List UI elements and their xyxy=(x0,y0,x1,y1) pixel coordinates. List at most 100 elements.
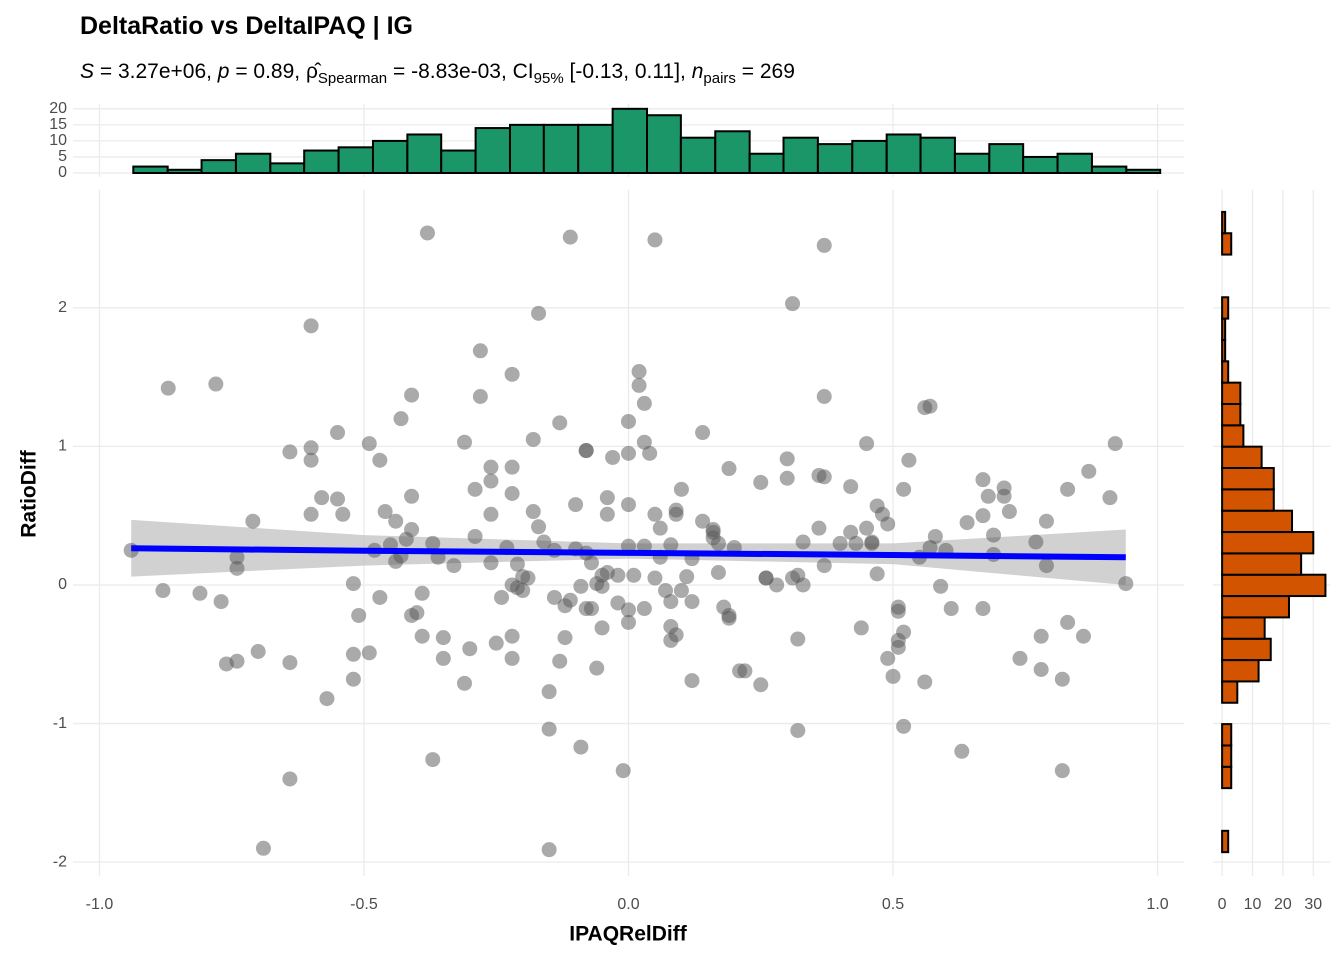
point xyxy=(504,628,520,644)
point xyxy=(456,675,472,691)
point xyxy=(753,677,769,693)
point xyxy=(684,594,700,610)
point xyxy=(1012,650,1028,666)
point xyxy=(552,653,568,669)
point xyxy=(626,567,642,583)
point xyxy=(816,558,832,574)
histogram-bar xyxy=(1221,467,1275,491)
histogram-bar xyxy=(953,152,991,174)
point xyxy=(404,387,420,403)
point xyxy=(393,411,409,427)
point xyxy=(1038,513,1054,529)
x-tick-label: -0.5 xyxy=(350,896,378,913)
point xyxy=(208,376,224,392)
point xyxy=(1060,614,1076,630)
point xyxy=(372,452,388,468)
x-tick-label: 0.0 xyxy=(617,896,639,913)
histogram-bar xyxy=(132,165,169,174)
point xyxy=(515,583,531,599)
point xyxy=(303,440,319,456)
point xyxy=(901,452,917,468)
histogram-bar xyxy=(611,107,649,174)
point xyxy=(795,577,811,593)
histogram-bar xyxy=(200,159,237,174)
point xyxy=(790,722,806,738)
point xyxy=(472,343,488,359)
histogram-bar xyxy=(166,168,203,174)
point xyxy=(668,627,684,643)
point xyxy=(1054,763,1070,779)
point xyxy=(1060,481,1076,497)
histogram-bar xyxy=(1221,381,1242,405)
point xyxy=(250,643,266,659)
histogram-bar xyxy=(646,114,682,174)
point xyxy=(541,684,557,700)
histogram-bar xyxy=(851,139,888,174)
point xyxy=(525,431,541,447)
point xyxy=(229,560,245,576)
x-tick-label: 0.5 xyxy=(882,896,904,913)
y-tick-label: 0 xyxy=(58,576,67,593)
point xyxy=(853,620,869,636)
point xyxy=(462,641,478,657)
point xyxy=(483,473,499,489)
point xyxy=(721,610,737,626)
point xyxy=(922,398,938,414)
point xyxy=(425,535,441,551)
point xyxy=(303,318,319,334)
point xyxy=(330,425,346,441)
point xyxy=(483,459,499,475)
point xyxy=(647,570,663,586)
point xyxy=(536,534,552,550)
point xyxy=(467,528,483,544)
point xyxy=(404,488,420,504)
point xyxy=(642,445,658,461)
point xyxy=(1081,463,1097,479)
x-tick-label: 10 xyxy=(1244,896,1262,913)
point xyxy=(1033,662,1049,678)
histogram-bar xyxy=(508,123,545,174)
point xyxy=(896,481,912,497)
point xyxy=(859,436,875,452)
point xyxy=(404,522,420,538)
histogram-bar xyxy=(782,136,819,174)
point xyxy=(605,449,621,465)
point xyxy=(546,589,562,605)
point xyxy=(684,673,700,689)
point xyxy=(229,653,245,669)
point xyxy=(562,229,578,245)
point xyxy=(647,232,663,248)
histogram-bar xyxy=(988,143,1025,174)
point xyxy=(663,537,679,553)
y-tick-label: 5 xyxy=(58,148,67,165)
histogram-bar xyxy=(1221,296,1230,320)
point xyxy=(552,415,568,431)
point xyxy=(531,519,547,535)
point xyxy=(980,488,996,504)
point xyxy=(880,516,896,532)
point xyxy=(710,535,726,551)
point xyxy=(504,366,520,382)
point xyxy=(663,594,679,610)
point xyxy=(636,395,652,411)
point xyxy=(599,506,615,522)
x-tick-label: 30 xyxy=(1304,896,1322,913)
point xyxy=(631,377,647,393)
point xyxy=(335,506,351,522)
point xyxy=(377,504,393,520)
point xyxy=(933,578,949,594)
histogram-bar xyxy=(1221,317,1227,341)
point xyxy=(573,739,589,755)
histogram-bar xyxy=(1221,744,1233,768)
histogram-bar xyxy=(1221,488,1275,512)
point xyxy=(785,296,801,312)
point xyxy=(504,486,520,502)
point xyxy=(388,513,404,529)
point xyxy=(621,413,636,429)
histogram-bar xyxy=(1022,155,1059,174)
point xyxy=(160,380,176,396)
point xyxy=(621,614,636,630)
point xyxy=(573,578,589,594)
point xyxy=(621,602,636,618)
